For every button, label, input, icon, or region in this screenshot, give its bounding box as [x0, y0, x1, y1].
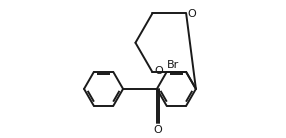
Text: O: O: [188, 9, 196, 19]
Text: O: O: [154, 66, 163, 76]
Text: O: O: [154, 124, 162, 135]
Text: Br: Br: [167, 60, 179, 70]
